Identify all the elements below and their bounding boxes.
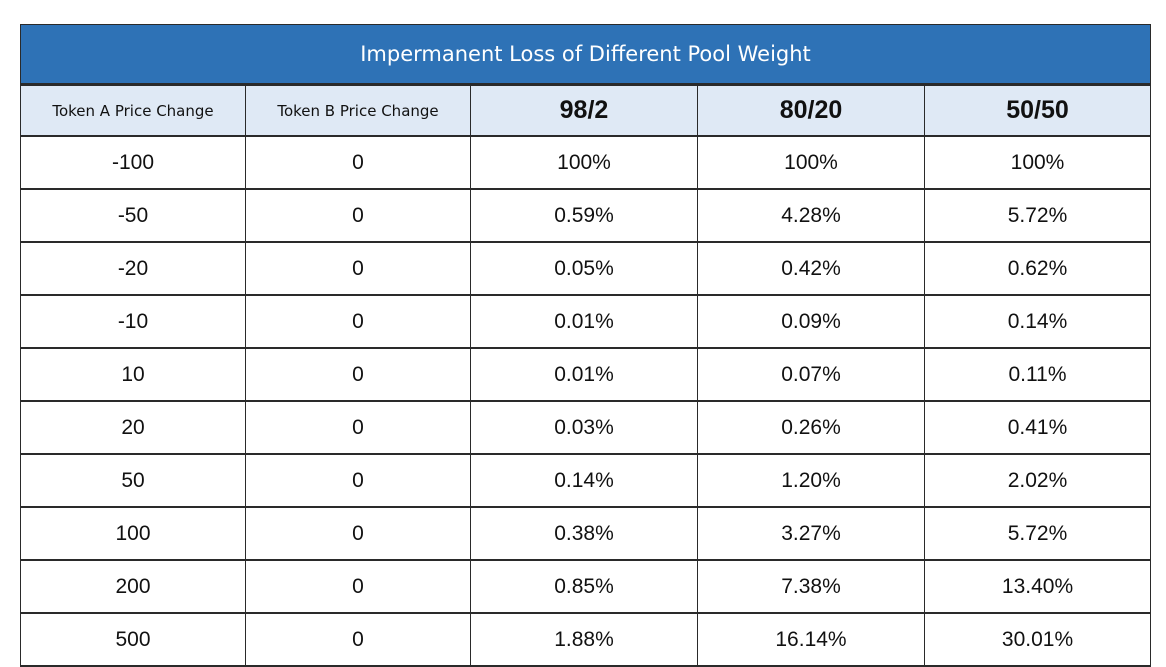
cell-token-b-change: 0 xyxy=(245,242,471,296)
cell-token-b-change: 0 xyxy=(245,613,471,667)
impermanent-loss-table: Impermanent Loss of Different Pool Weigh… xyxy=(19,24,1152,667)
cell-token-b-change: 0 xyxy=(245,401,471,455)
cell-token-b-change: 0 xyxy=(245,560,471,614)
cell-loss-80-20: 100% xyxy=(697,136,925,190)
cell-loss-50-50: 30.01% xyxy=(923,613,1152,667)
table-row: 10 0 0.01% 0.07% 0.11% xyxy=(20,348,1152,402)
cell-loss-98-2: 0.03% xyxy=(470,401,698,455)
cell-token-a-change: 500 xyxy=(20,613,246,667)
cell-token-a-change: 200 xyxy=(20,560,246,614)
cell-token-b-change: 0 xyxy=(245,189,471,243)
cell-loss-50-50: 13.40% xyxy=(923,560,1152,614)
table-body: -100 0 100% 100% 100% -50 0 0.59% 4.28% … xyxy=(20,136,1152,667)
cell-loss-50-50: 100% xyxy=(923,136,1152,190)
cell-loss-98-2: 0.59% xyxy=(470,189,698,243)
cell-token-a-change: -20 xyxy=(20,242,246,296)
table-row: -10 0 0.01% 0.09% 0.14% xyxy=(20,295,1152,349)
cell-loss-80-20: 4.28% xyxy=(697,189,925,243)
table-row: 100 0 0.38% 3.27% 5.72% xyxy=(20,507,1152,561)
column-header-98-2: 98/2 xyxy=(470,84,698,137)
cell-loss-50-50: 2.02% xyxy=(923,454,1152,508)
cell-token-a-change: 20 xyxy=(20,401,246,455)
column-header-token-b: Token B Price Change xyxy=(245,84,471,137)
cell-loss-80-20: 0.09% xyxy=(697,295,925,349)
cell-loss-80-20: 7.38% xyxy=(697,560,925,614)
cell-token-b-change: 0 xyxy=(245,507,471,561)
cell-loss-98-2: 0.05% xyxy=(470,242,698,296)
cell-loss-50-50: 0.62% xyxy=(923,242,1152,296)
column-header-80-20: 80/20 xyxy=(697,84,925,137)
cell-loss-98-2: 0.14% xyxy=(470,454,698,508)
cell-loss-80-20: 3.27% xyxy=(697,507,925,561)
cell-loss-98-2: 0.38% xyxy=(470,507,698,561)
table-header-row: Token A Price Change Token B Price Chang… xyxy=(20,84,1152,137)
table-row: -100 0 100% 100% 100% xyxy=(20,136,1152,190)
column-header-token-a: Token A Price Change xyxy=(20,84,246,137)
cell-token-a-change: -50 xyxy=(20,189,246,243)
table-row: 500 0 1.88% 16.14% 30.01% xyxy=(20,613,1152,667)
cell-token-b-change: 0 xyxy=(245,348,471,402)
cell-loss-80-20: 1.20% xyxy=(697,454,925,508)
cell-loss-98-2: 1.88% xyxy=(470,613,698,667)
cell-loss-50-50: 5.72% xyxy=(923,507,1152,561)
cell-loss-50-50: 0.14% xyxy=(923,295,1152,349)
impermanent-loss-table-container: Impermanent Loss of Different Pool Weigh… xyxy=(19,24,1152,667)
cell-loss-80-20: 0.26% xyxy=(697,401,925,455)
cell-token-b-change: 0 xyxy=(245,136,471,190)
cell-token-a-change: 50 xyxy=(20,454,246,508)
cell-loss-50-50: 0.11% xyxy=(923,348,1152,402)
cell-loss-98-2: 0.01% xyxy=(470,295,698,349)
cell-token-b-change: 0 xyxy=(245,295,471,349)
cell-loss-80-20: 16.14% xyxy=(697,613,925,667)
cell-token-a-change: 10 xyxy=(20,348,246,402)
cell-loss-98-2: 100% xyxy=(470,136,698,190)
cell-token-a-change: -10 xyxy=(20,295,246,349)
cell-token-b-change: 0 xyxy=(245,454,471,508)
column-header-50-50: 50/50 xyxy=(923,84,1152,137)
cell-token-a-change: -100 xyxy=(20,136,246,190)
cell-loss-50-50: 5.72% xyxy=(923,189,1152,243)
table-row: 200 0 0.85% 7.38% 13.40% xyxy=(20,560,1152,614)
table-title: Impermanent Loss of Different Pool Weigh… xyxy=(19,24,1152,86)
cell-loss-98-2: 0.85% xyxy=(470,560,698,614)
table-row: -50 0 0.59% 4.28% 5.72% xyxy=(20,189,1152,243)
table-row: 50 0 0.14% 1.20% 2.02% xyxy=(20,454,1152,508)
cell-loss-80-20: 0.42% xyxy=(697,242,925,296)
cell-loss-50-50: 0.41% xyxy=(923,401,1152,455)
cell-loss-98-2: 0.01% xyxy=(470,348,698,402)
table-row: -20 0 0.05% 0.42% 0.62% xyxy=(20,242,1152,296)
cell-loss-80-20: 0.07% xyxy=(697,348,925,402)
table-title-row: Impermanent Loss of Different Pool Weigh… xyxy=(19,24,1152,86)
table-row: 20 0 0.03% 0.26% 0.41% xyxy=(20,401,1152,455)
cell-token-a-change: 100 xyxy=(20,507,246,561)
